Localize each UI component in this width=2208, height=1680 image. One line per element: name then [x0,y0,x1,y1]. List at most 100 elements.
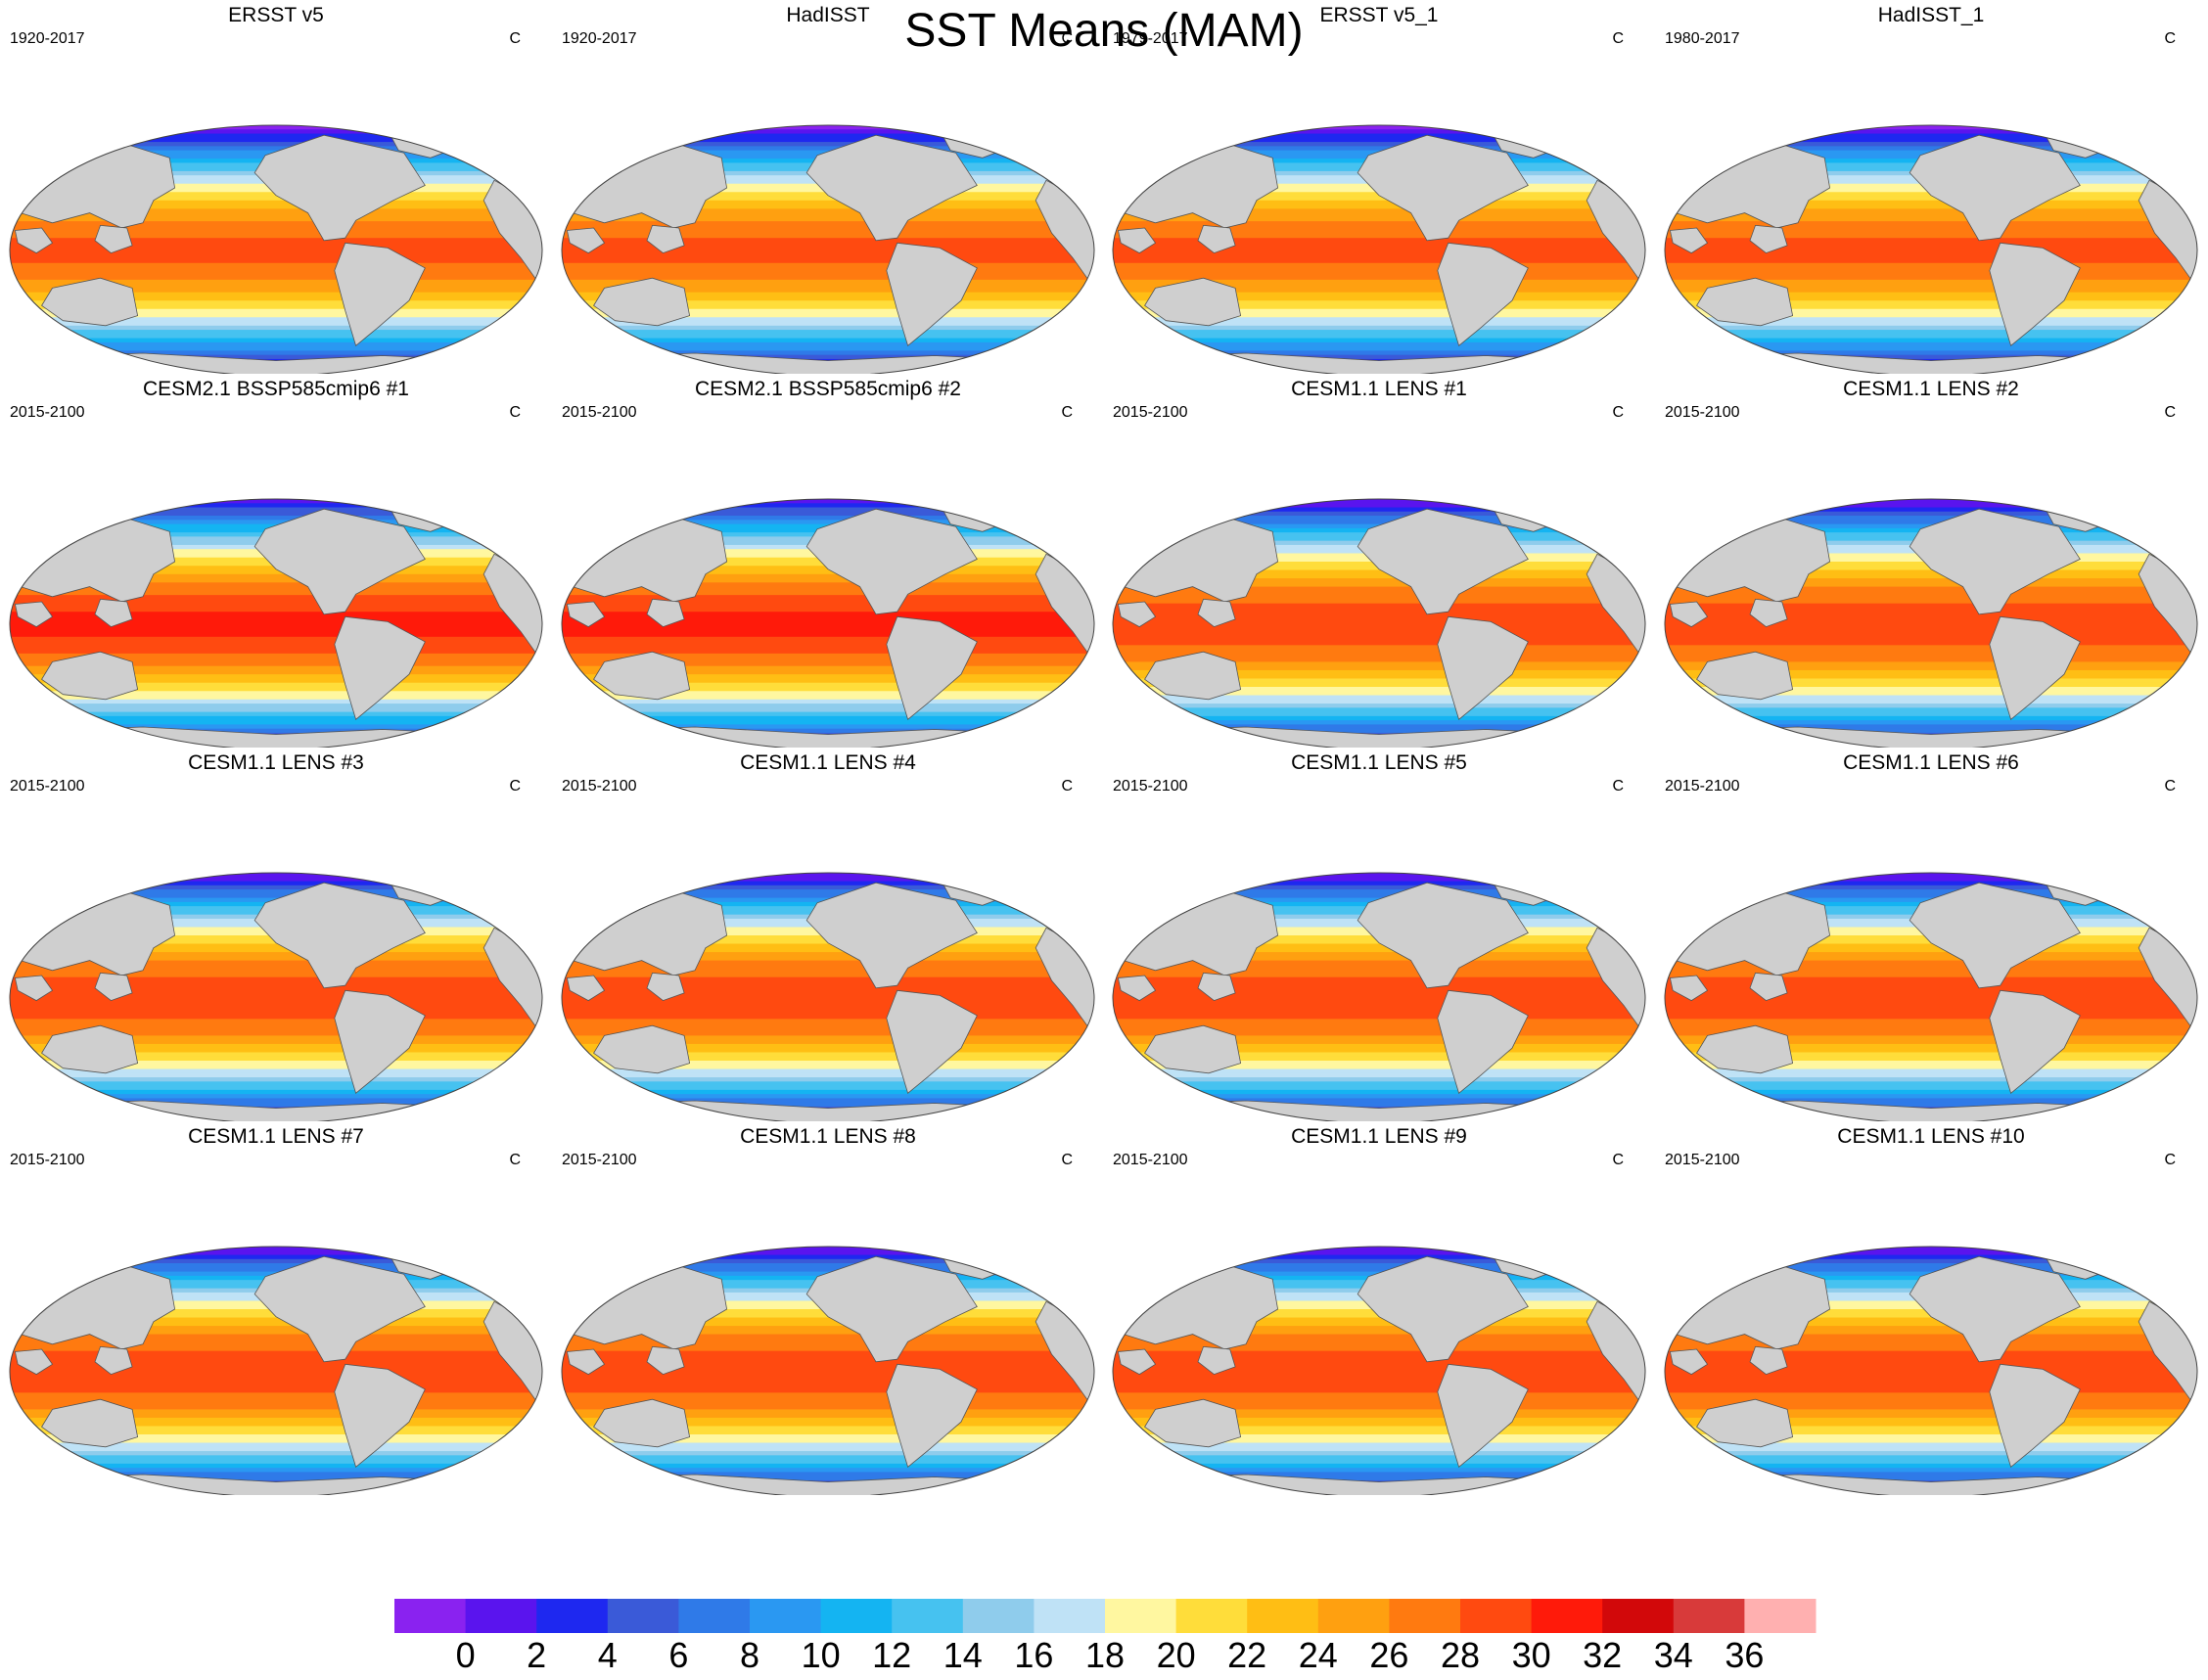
sst-band [562,1039,1094,1045]
sst-band [10,989,542,995]
sst-band [10,350,542,356]
sst-band [562,317,1094,323]
world-map [9,1246,543,1495]
sst-band [562,216,1094,222]
sst-band [562,1019,1094,1024]
sst-band [10,586,542,592]
sst-band [1113,516,1645,521]
sst-band [1113,1002,1645,1008]
sst-band [1665,893,2197,899]
sst-band [1665,346,2197,351]
sst-band [10,976,542,982]
sst-band [1113,1026,1645,1032]
sst-band [10,225,542,231]
sst-field [10,499,542,748]
panel-period: 1979-2017 [1113,30,1188,47]
sst-band [562,976,1094,982]
sst-band [1665,1326,2197,1331]
sst-band [1665,1015,2197,1020]
map-panel: ERSST v5_1 1979-2017 C [1103,0,1655,374]
sst-band [1665,1026,2197,1032]
land-mass [334,615,426,720]
sst-band [562,687,1094,692]
panel-units: C [1612,30,1624,47]
sst-band [10,595,542,600]
sst-band [10,1338,542,1343]
sst-band [1665,516,2197,521]
sst-band [10,246,542,251]
sst-band [1665,1354,2197,1360]
sst-band [1665,321,2197,327]
world-map [1664,498,2198,748]
sst-band [1665,216,2197,222]
land-mass [566,975,606,1002]
sst-band [1665,125,2197,130]
sst-band [10,284,542,289]
sst-band [1665,699,2197,704]
sst-band [562,334,1094,340]
sst-band [10,578,542,583]
sst-band [1665,595,2197,600]
land-mass [14,975,54,1002]
sst-band [562,1463,1094,1469]
panel-units: C [2164,778,2176,795]
sst-band [10,258,542,264]
sst-band [1665,295,2197,301]
sst-band [1665,507,2197,513]
sst-band [562,699,1094,704]
sst-band [562,1043,1094,1049]
sst-band [1665,1065,2197,1070]
sst-band [10,1434,542,1439]
sst-band [562,1330,1094,1336]
sst-band [10,520,542,525]
land-mass [1117,1348,1157,1376]
sst-band [1113,1094,1645,1099]
sst-band [10,1463,542,1469]
sst-band [562,1022,1094,1028]
sst-band [10,889,542,894]
sst-band [1665,1463,2197,1469]
sst-band [562,1056,1094,1062]
sst-band [562,636,1094,642]
sst-band [562,1384,1094,1389]
sst-band [1665,229,2197,235]
land-mass [1357,134,1529,242]
sst-band [10,511,542,517]
sst-band [10,229,542,235]
sst-band [1113,691,1645,697]
sst-band [1113,1476,1645,1481]
sst-band [1665,1321,2197,1327]
sst-band [562,1363,1094,1369]
sst-band [1665,200,2197,205]
sst-band [1113,1072,1645,1078]
map-boundary [1112,124,1646,374]
sst-field [1665,1247,2197,1495]
sst-band [1113,308,1645,314]
sst-band [562,250,1094,255]
sst-band [1113,715,1645,721]
sst-band [1113,279,1645,285]
sst-band [1113,1010,1645,1016]
sst-band [562,969,1094,974]
sst-band [1665,1019,2197,1024]
sst-band [562,1317,1094,1323]
sst-band [1665,985,2197,991]
land-mass [805,508,978,615]
sst-band [1113,1321,1645,1327]
sst-band [1113,507,1645,513]
sst-band [10,632,542,638]
world-map [9,124,543,374]
sst-band [10,649,542,655]
sst-band [10,960,542,966]
land-mass [1669,975,1709,1002]
sst-band [1665,1330,2197,1336]
sst-band [1113,678,1645,684]
sst-band [10,1430,542,1435]
map-boundary [9,872,543,1121]
sst-band [562,595,1094,600]
sst-band [10,877,542,883]
sst-band [10,1359,542,1365]
sst-band [1113,292,1645,297]
land-mass [646,598,685,628]
